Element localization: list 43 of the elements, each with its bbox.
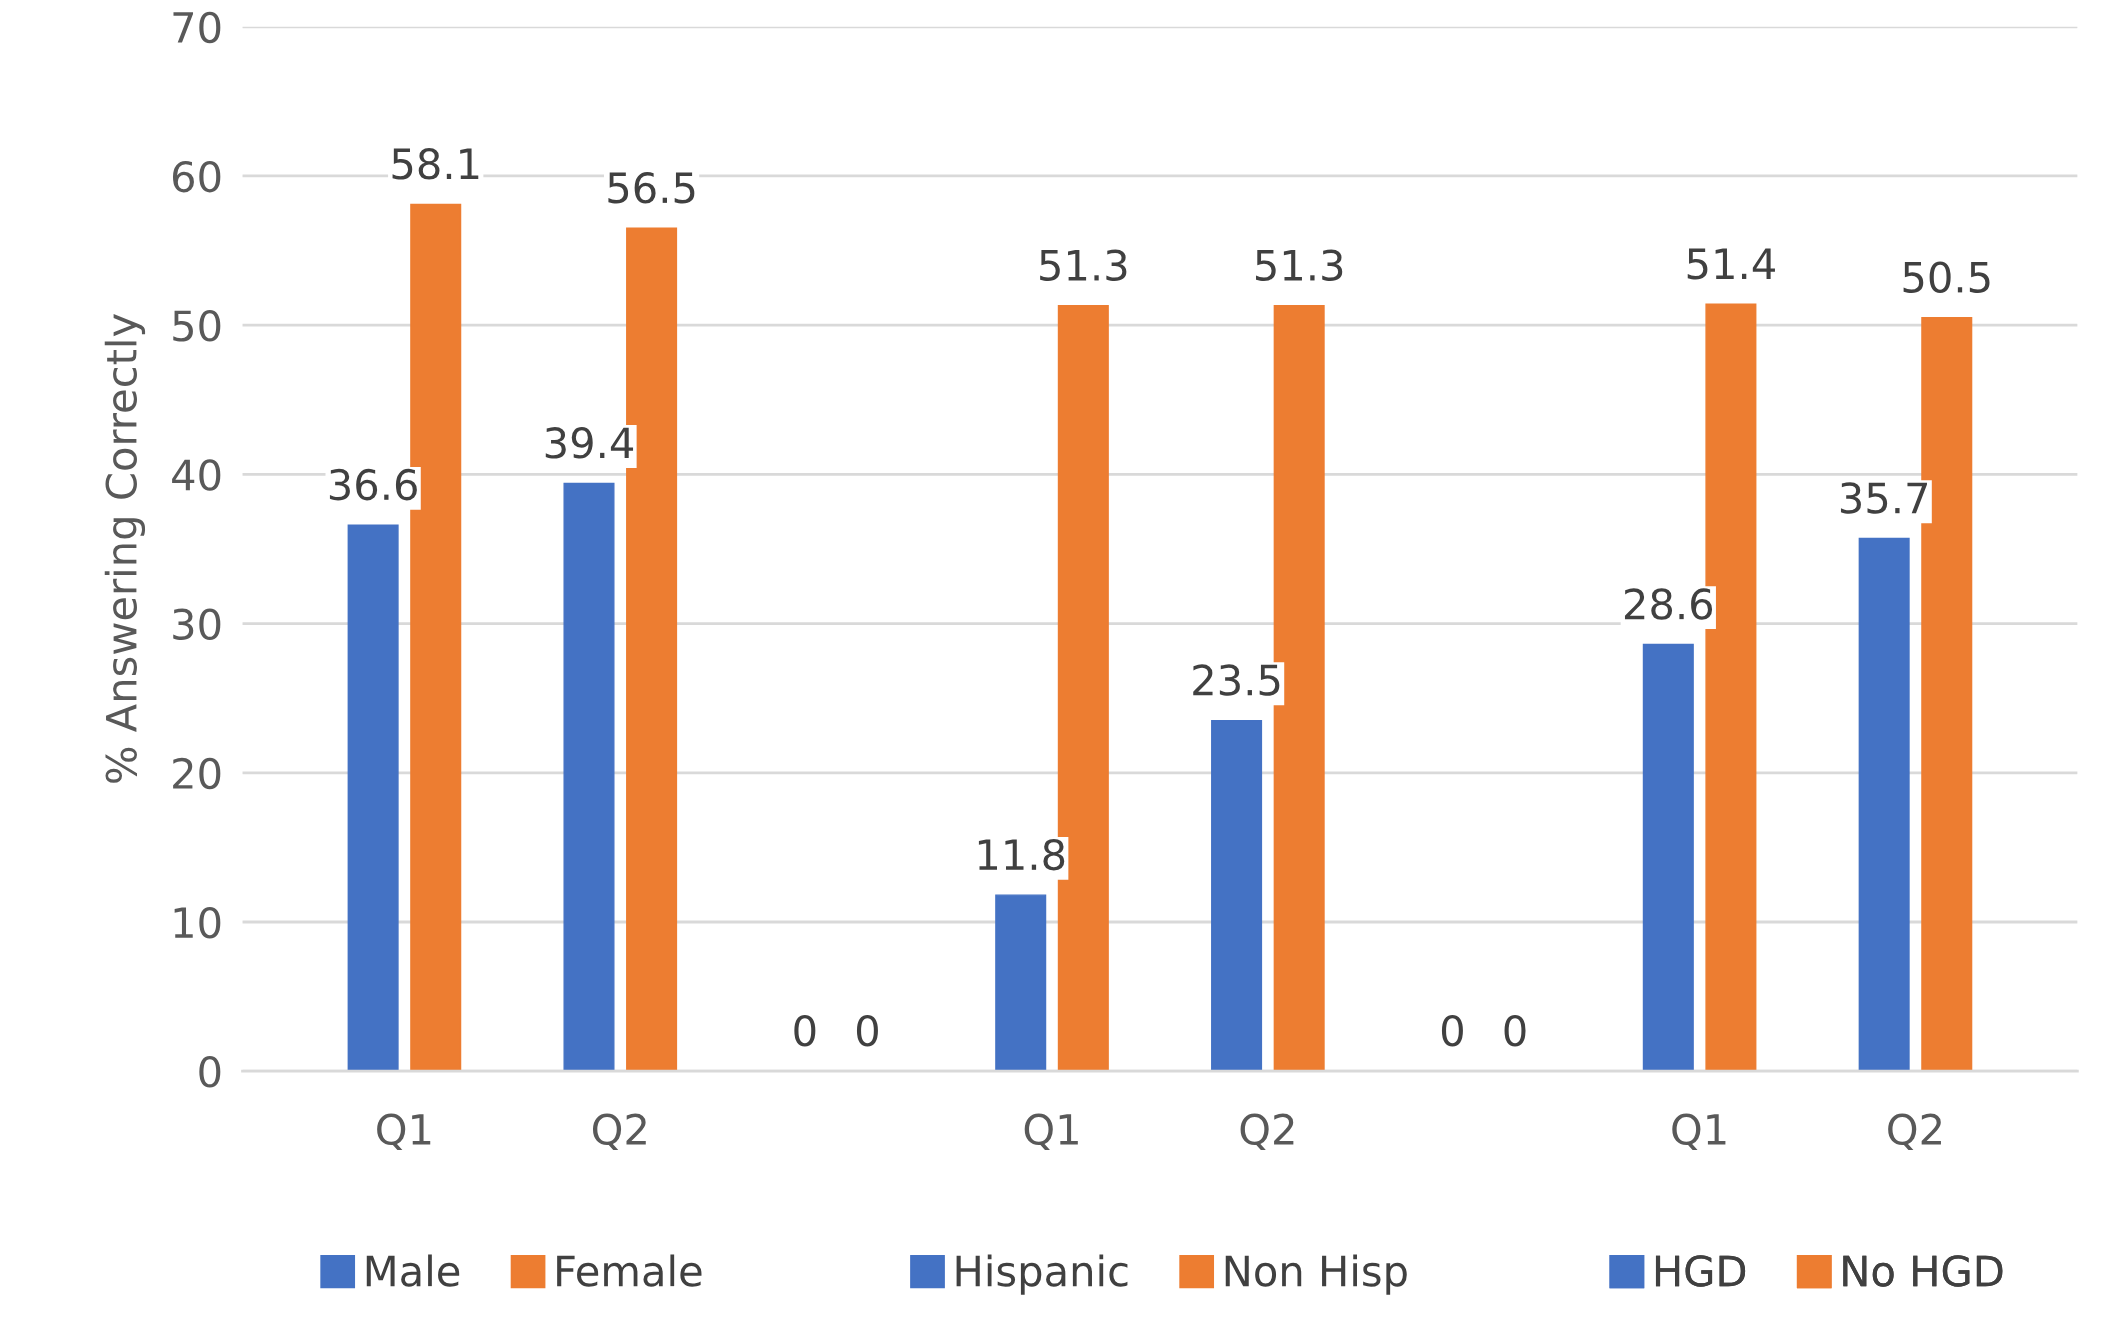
- data-label: 50.5: [1903, 261, 1990, 293]
- legend-label: Non Hisp: [1225, 1254, 1407, 1295]
- data-label: 23.5: [1193, 664, 1280, 696]
- data-label: 58.1: [392, 148, 479, 180]
- data-label: 51.4: [1687, 248, 1775, 280]
- y-tick-label: 10: [174, 906, 221, 939]
- y-tick-label: 70: [173, 11, 221, 44]
- x-tick-label: Q1: [1672, 1113, 1726, 1150]
- x-tick-label: Q1: [1024, 1113, 1078, 1150]
- y-tick-label: 40: [172, 459, 221, 491]
- legend-label: HGD: [1655, 1255, 1746, 1287]
- x-tick-label: Q2: [1888, 1113, 1941, 1150]
- data-label: 0: [1504, 1014, 1526, 1047]
- data-label: 36.6: [329, 468, 417, 501]
- bar: [1858, 537, 1910, 1072]
- data-label: 35.7: [1840, 482, 1927, 514]
- data-label: 56.5: [608, 171, 695, 204]
- bar: [995, 894, 1047, 1072]
- y-tick-label: 20: [173, 757, 221, 790]
- y-tick-label: 30: [173, 608, 221, 641]
- y-axis-title: % Answering Correctly: [104, 314, 146, 783]
- y-tick-label: 0: [199, 1056, 221, 1088]
- x-tick-label: Q1: [377, 1113, 431, 1150]
- x-tick-label: Q2: [592, 1113, 646, 1150]
- legend-label: Female: [557, 1254, 702, 1287]
- data-label: 51.3: [1256, 249, 1343, 282]
- y-tick-label: 60: [172, 160, 221, 193]
- y-tick-label: 50: [173, 310, 221, 342]
- data-label: 0: [794, 1014, 816, 1047]
- data-label: 51.3: [1040, 249, 1127, 282]
- data-label: 39.4: [545, 427, 634, 459]
- bar: [347, 524, 399, 1072]
- bar: [563, 482, 615, 1072]
- data-label: 11.8: [978, 838, 1065, 871]
- legend-label: Male: [366, 1254, 460, 1287]
- data-label: 28.6: [1624, 588, 1713, 620]
- legend-label: No HGD: [1843, 1255, 2003, 1287]
- data-label: 0: [856, 1014, 878, 1047]
- legend-label: Hispanic: [956, 1254, 1128, 1295]
- data-label: 0: [1441, 1014, 1463, 1047]
- bar: [1642, 643, 1694, 1072]
- x-tick-label: Q2: [1240, 1113, 1294, 1150]
- bar: [1211, 719, 1263, 1072]
